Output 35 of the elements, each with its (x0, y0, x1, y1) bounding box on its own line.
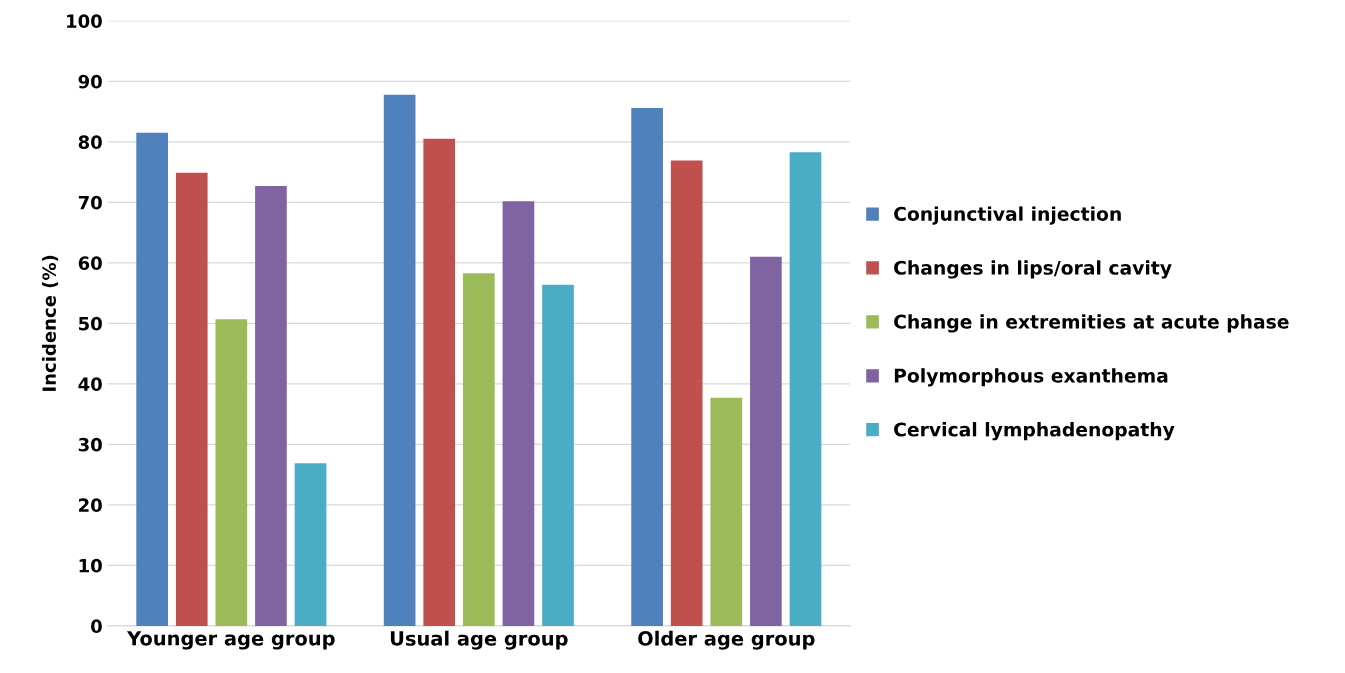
y-tick-label: 100 (67, 14, 102, 28)
legend-label: Change in extremities at acute phase (894, 314, 1289, 333)
bar (136, 132, 168, 626)
bar (175, 172, 208, 626)
bar (215, 319, 248, 626)
y-tick-label: 10 (79, 558, 102, 573)
y-tick-label: 60 (78, 256, 102, 270)
y-axis-title: Incidence (%) (42, 255, 59, 391)
legend-label: Changes in lips/oral cavity (894, 260, 1172, 279)
bar (750, 256, 782, 626)
bar (462, 273, 495, 626)
legend-label: Conjunctival injection (894, 206, 1121, 225)
bar (502, 201, 535, 626)
bar (631, 107, 663, 626)
x-tick-label: Older age group (638, 630, 815, 650)
y-tick-label: 80 (78, 135, 102, 149)
bar (423, 138, 456, 626)
y-tick-label: 40 (78, 377, 102, 391)
y-tick-label: 90 (78, 74, 102, 89)
y-tick-label: 50 (79, 316, 102, 331)
bar (710, 397, 743, 626)
bar (294, 463, 327, 626)
bar (789, 152, 822, 626)
bar (255, 186, 287, 626)
y-tick-label: 30 (78, 437, 102, 452)
x-tick-label: Usual age group (390, 630, 568, 650)
x-tick-label: Younger age group (126, 631, 335, 650)
bar (383, 94, 416, 626)
y-tick-label: 70 (78, 195, 102, 210)
bar (670, 160, 703, 626)
y-tick-label: 0 (91, 619, 102, 634)
y-tick-label: 20 (79, 498, 102, 512)
legend-label: Cervical lymphadenopathy (894, 422, 1175, 441)
bar (542, 284, 574, 626)
legend-label: Polymorphous exanthema (894, 368, 1168, 387)
